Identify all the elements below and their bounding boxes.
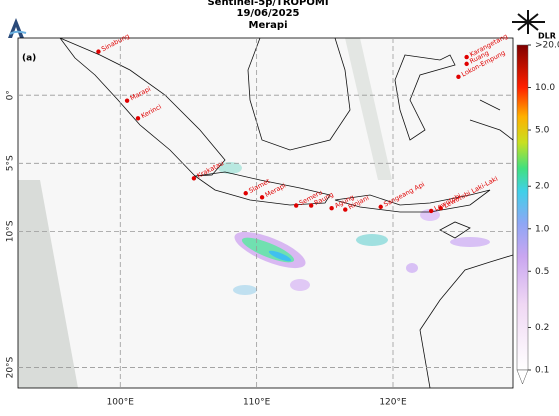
- volcano-marker: [428, 208, 434, 214]
- y-tick-label: 5°S: [6, 155, 16, 171]
- colorbar: [516, 44, 529, 371]
- colorbar-label: >20.0: [535, 41, 559, 51]
- volcano-marker: [135, 116, 141, 121]
- y-tick-label: 0°: [6, 90, 16, 100]
- volcano-marker: [191, 176, 197, 181]
- x-tick-label: 120°E: [379, 398, 407, 408]
- panel-label: (a): [22, 54, 36, 64]
- volcano-marker: [329, 206, 334, 211]
- title: Sentinel-5p/TROPOMI: [207, 0, 328, 8]
- volcano-marker: [259, 195, 265, 200]
- x-tick-label: 100°E: [107, 398, 135, 408]
- y-tick-label: 20°S: [6, 356, 16, 378]
- map-frame: [17, 37, 514, 389]
- volcano-marker: [438, 206, 443, 211]
- volcano-marker: [343, 207, 348, 212]
- x-tick-label: 110°E: [243, 398, 271, 408]
- title: Merapi: [249, 20, 288, 31]
- volcano-marker: [124, 98, 130, 103]
- y-tick-label: 10°S: [6, 220, 16, 242]
- colorbar-label: 0.1: [535, 366, 549, 376]
- volcano-marker: [243, 191, 248, 196]
- volcano-marker: [464, 54, 469, 60]
- colorbar-end: [516, 369, 529, 385]
- volcano-marker: [308, 203, 314, 208]
- volcano-marker: [456, 74, 461, 80]
- volcano-marker: [378, 204, 383, 210]
- logo-text: DLR: [538, 32, 556, 41]
- colorbar-label: 1.0: [535, 224, 550, 234]
- colorbar-label: 2.0: [535, 182, 550, 192]
- volcano-marker: [464, 61, 469, 67]
- colorbar-label: 5.0: [535, 126, 550, 136]
- logo-left: [8, 18, 27, 38]
- colorbar-label: 10.0: [535, 83, 555, 93]
- volcano-marker: [96, 49, 101, 54]
- volcano-marker: [293, 203, 299, 208]
- colorbar-label: 0.2: [535, 323, 549, 333]
- logo-dlr: DLR: [512, 10, 556, 41]
- map: [18, 38, 513, 388]
- colorbar-label: 0.5: [535, 267, 549, 277]
- title: 19/06/2025: [237, 8, 300, 19]
